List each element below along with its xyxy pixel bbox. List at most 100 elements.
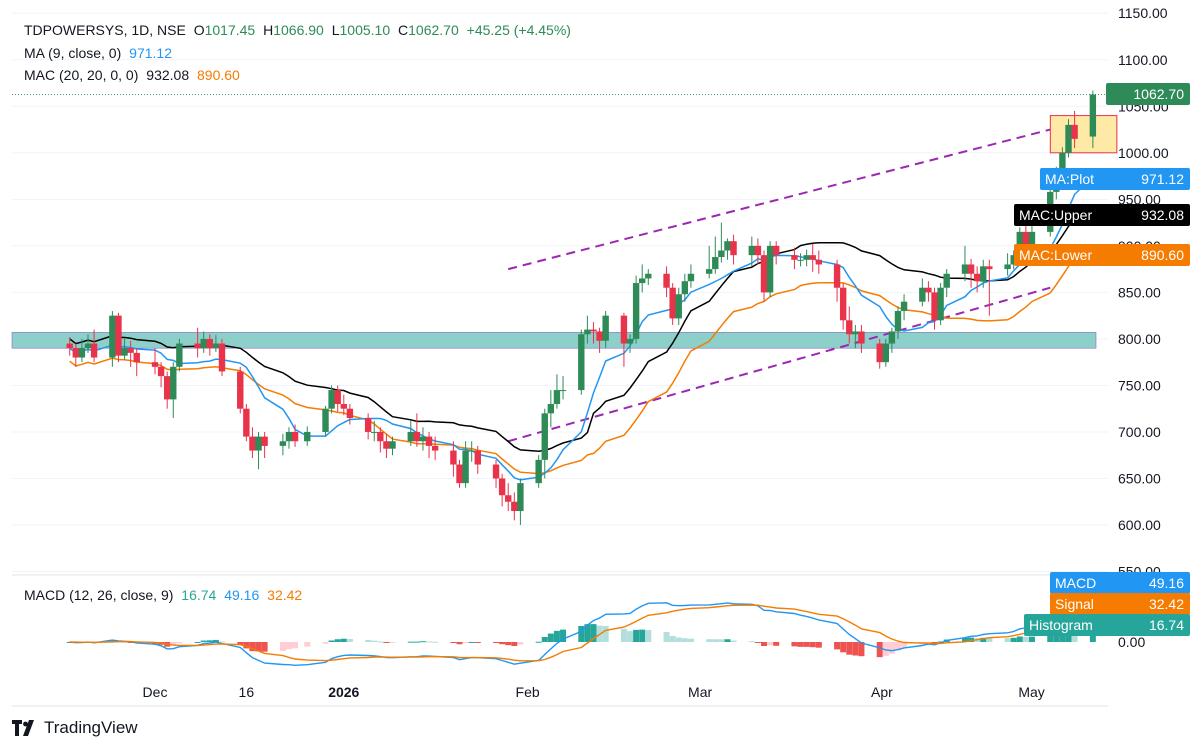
candle-body <box>212 343 220 349</box>
histogram-bar <box>346 639 353 642</box>
histogram-bar <box>547 633 554 642</box>
histogram-bar <box>620 628 627 642</box>
price-tick-label: 700.00 <box>1118 424 1161 440</box>
histogram-bar <box>1047 634 1054 642</box>
histogram-bar <box>1010 637 1017 642</box>
candle-body <box>919 287 926 302</box>
candle-body <box>876 343 883 363</box>
mac-upper-tag-value: 932.08 <box>1141 207 1184 223</box>
candle-body <box>687 273 695 282</box>
candle-body <box>328 390 335 409</box>
histogram-bar <box>675 637 682 642</box>
histogram-bar <box>669 635 676 642</box>
price-tick-label: 1150.00 <box>1118 5 1168 21</box>
histogram-bar <box>663 632 670 642</box>
histogram-bar <box>901 642 908 648</box>
candle-body <box>620 315 628 344</box>
candle-body <box>1065 124 1072 153</box>
candle-body <box>237 371 244 409</box>
histogram-bar <box>602 625 609 642</box>
candle-body <box>474 450 481 465</box>
histogram-bar <box>797 642 804 647</box>
candle-body <box>541 413 548 460</box>
grid <box>12 12 1108 707</box>
candle-body <box>900 301 908 311</box>
histogram-bar <box>419 641 426 643</box>
mac-legend: MAC (20, 20, 0, 0) 932.08 890.60 <box>24 67 244 83</box>
mac-lower-tag: MAC:Lower 890.60 <box>1014 244 1190 266</box>
histogram-bar <box>645 630 652 642</box>
candle-body <box>377 431 384 442</box>
macd-tag: MACD 49.16 <box>1050 572 1190 594</box>
mac-lower-tag-name: MAC:Lower <box>1019 247 1092 263</box>
candle-body <box>1028 231 1036 246</box>
close-label: C <box>398 22 409 38</box>
ma-tag-name: MA:Plot <box>1045 171 1094 187</box>
histogram-bar <box>791 642 798 647</box>
candle-body <box>1022 231 1030 246</box>
candle-body <box>578 334 585 391</box>
candle-body <box>249 436 256 451</box>
tradingview-logo[interactable]: TradingView <box>12 718 138 738</box>
histogram-bar <box>468 641 475 643</box>
candle-body <box>413 431 421 442</box>
candle-body <box>84 343 92 349</box>
candle-body <box>431 445 439 451</box>
histogram-bar <box>383 642 390 643</box>
histogram-bar <box>706 639 713 642</box>
mac-lower-tag-value: 890.60 <box>1141 247 1184 263</box>
candle-body <box>78 348 86 358</box>
histogram-bar <box>578 625 585 642</box>
histogram-bar <box>292 642 299 649</box>
candle-body <box>1004 264 1011 270</box>
candle-body <box>383 441 390 449</box>
candle-body <box>511 501 518 512</box>
candle-body <box>468 450 475 452</box>
macd-tag-name: MACD <box>1055 575 1096 591</box>
histogram-bar <box>894 642 901 651</box>
histogram-bar <box>687 638 694 642</box>
candle-body <box>389 441 396 449</box>
price-tick-label: 750.00 <box>1118 377 1161 393</box>
histogram-tag-value: 16.74 <box>1149 617 1184 633</box>
mac-upper-tag-name: MAC:Upper <box>1019 207 1092 223</box>
time-tick-label: Mar <box>688 684 712 700</box>
histogram-bar <box>840 642 847 653</box>
symbol-label: TDPOWERSYS, 1D, NSE <box>24 22 186 38</box>
histogram-bar <box>925 642 932 643</box>
candle-body <box>157 366 165 377</box>
candle-body <box>517 483 524 512</box>
candle-body <box>748 245 756 256</box>
support-zone <box>11 332 1097 349</box>
candle-body <box>90 343 98 358</box>
histogram-bar <box>724 639 731 642</box>
candle-body <box>967 264 975 274</box>
candle-body <box>371 431 378 433</box>
histogram-bar <box>767 642 774 646</box>
histogram-bar <box>511 642 518 647</box>
candle-body <box>261 436 268 446</box>
histogram-bar <box>730 640 737 642</box>
candle-body <box>943 273 950 288</box>
candle-body <box>322 408 329 432</box>
histogram-bar <box>212 639 219 642</box>
candle-body <box>712 257 719 270</box>
signal-tag-value: 32.42 <box>1149 596 1184 612</box>
candle-body <box>705 269 713 274</box>
candle-body <box>961 264 969 274</box>
histogram-bar <box>1016 636 1023 642</box>
candle-body <box>255 436 262 451</box>
histogram-bar <box>456 642 463 645</box>
ma-legend-label: MA (9, close, 0) <box>24 45 122 61</box>
histogram-tag-bg <box>1024 614 1190 636</box>
histogram-bar <box>243 642 250 649</box>
candle-body <box>176 343 183 367</box>
candle-body <box>663 273 670 288</box>
candle-body <box>852 331 859 335</box>
histogram-bar <box>1053 632 1060 642</box>
histogram-bar <box>218 641 225 643</box>
histogram-bar <box>176 642 183 644</box>
histogram-bar <box>499 642 506 645</box>
histogram-tag-name: Histogram <box>1029 617 1093 633</box>
histogram-bar <box>389 642 396 643</box>
